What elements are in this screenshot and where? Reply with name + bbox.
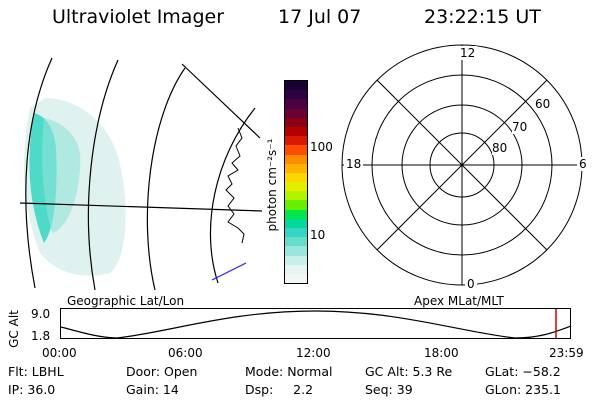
- colorbar-swatch: [285, 218, 307, 228]
- colorbar-swatch: [285, 191, 307, 201]
- info-glon: GLon: 235.1: [485, 382, 561, 397]
- info-seq: Seq: 39: [365, 382, 413, 397]
- info-door: Door: Open: [126, 364, 198, 379]
- geographic-panel-label: Geographic Lat/Lon: [67, 294, 185, 308]
- alt-xtick-0000: 00:00: [42, 346, 77, 360]
- alt-plot-frame: [60, 308, 571, 339]
- mlt-label-18: 18: [344, 157, 364, 171]
- colorbar-swatch: [285, 200, 307, 210]
- info-mode: Mode: Normal: [245, 364, 333, 379]
- info-ip: IP: 36.0: [8, 382, 56, 397]
- colorbar-swatch: [285, 136, 307, 146]
- colorbar-swatch: [285, 108, 307, 118]
- terminator-line: [211, 262, 247, 281]
- colorbar-swatch: [285, 237, 307, 247]
- alt-xtick-1800: 18:00: [424, 346, 459, 360]
- colorbar-swatch: [285, 126, 307, 137]
- info-dsp: Dsp: 2.2: [245, 382, 314, 397]
- colorbar-swatch: [285, 182, 307, 192]
- colorbar-swatch: [285, 90, 307, 100]
- date-label: 17 Jul 07: [278, 6, 362, 28]
- colorbar-tick-100: 100: [310, 140, 333, 154]
- polar-panel-label: Apex MLat/MLT: [414, 294, 504, 308]
- mlt-diagonal: [376, 79, 548, 251]
- alt-xtick-2359: 23:59: [549, 346, 584, 360]
- meridian-line: [87, 59, 119, 290]
- lat-label-70: 70: [512, 120, 528, 134]
- latitude-line: [19, 202, 263, 212]
- alt-ylabel: GC Alt: [7, 310, 21, 348]
- colorbar-swatch: [285, 209, 307, 219]
- alt-ytick-top: 9.0: [31, 307, 51, 321]
- colorbar-swatch: [285, 255, 307, 265]
- colorbar-swatch: [285, 246, 307, 256]
- alt-xtick-0600: 06:00: [168, 346, 203, 360]
- polar-plot: [341, 44, 583, 286]
- coastline: [225, 127, 245, 244]
- instrument-title: Ultraviolet Imager: [52, 6, 225, 28]
- info-glat: GLat: −58.2: [485, 364, 561, 379]
- colorbar-swatch: [285, 154, 307, 164]
- meridian-line: [146, 67, 186, 290]
- colorbar-tick-10: 10: [310, 228, 326, 242]
- altitude-plot: [60, 308, 572, 339]
- info-gain: Gain: 14: [126, 382, 179, 397]
- colorbar-swatch: [285, 81, 307, 91]
- mlt-label-0: 0: [465, 277, 477, 291]
- alt-xtick-1200: 12:00: [296, 346, 331, 360]
- colorbar-swatch: [285, 172, 307, 183]
- colorbar-swatch: [285, 117, 307, 127]
- latitude-line: [181, 63, 261, 139]
- colorbar-swatch: [285, 145, 307, 155]
- geographic-image-panel: [19, 57, 263, 290]
- meridian-line: [209, 107, 256, 284]
- mlt-label-6: 6: [577, 157, 589, 171]
- colorbar-swatch: [285, 228, 307, 238]
- mlt-label-12: 12: [458, 46, 478, 60]
- time-label: 23:22:15 UT: [424, 6, 541, 28]
- colorbar-swatch: [285, 264, 307, 274]
- colorbar-swatch: [285, 99, 307, 109]
- meridian-line: [25, 57, 53, 289]
- info-gcalt: GC Alt: 5.3 Re: [365, 364, 453, 379]
- lat-label-60: 60: [535, 97, 551, 111]
- colorbar-swatch: [285, 273, 307, 284]
- colorbar-unit-label: photon cm⁻²s⁻¹: [265, 138, 279, 232]
- colorbar: [284, 80, 308, 284]
- info-flt: Flt: LBHL: [8, 364, 64, 379]
- colorbar-swatch: [285, 163, 307, 173]
- lat-label-80: 80: [492, 141, 508, 155]
- altitude-curve: [60, 310, 572, 339]
- alt-ytick-bottom: 1.8: [31, 329, 51, 343]
